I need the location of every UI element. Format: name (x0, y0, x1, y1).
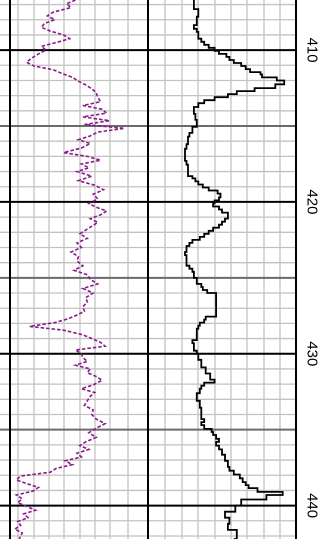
depth-tick-label: 410 (303, 38, 320, 63)
depth-labels: 410 420 430 440 (303, 38, 320, 519)
depth-tick-label: 440 (304, 493, 321, 518)
stepped-curve-line (184, 0, 286, 539)
depth-tick-label: 430 (304, 341, 321, 366)
log-curves (13, 0, 286, 539)
dashed-curve-line (13, 0, 125, 539)
depth-tick-label: 420 (303, 189, 320, 214)
major-grid (0, 0, 297, 539)
